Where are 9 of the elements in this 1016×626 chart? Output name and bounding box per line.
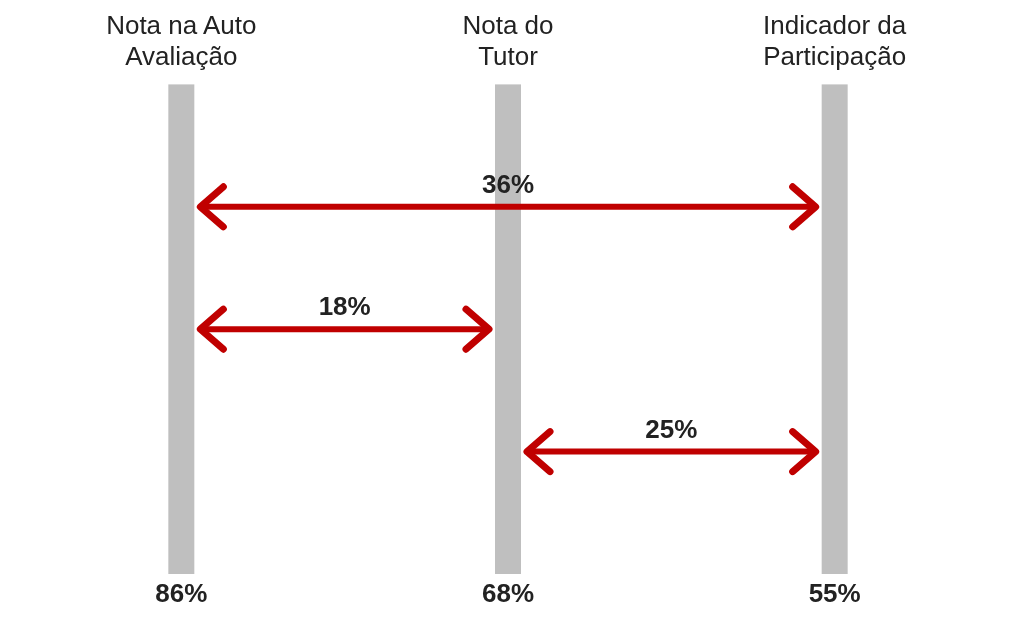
category-label: Nota do Tutor <box>462 9 554 71</box>
text: 18% <box>318 291 371 322</box>
text: 25% <box>645 413 698 444</box>
category-label: Indicador da Participação <box>763 9 907 71</box>
data-label: 86% <box>155 578 208 609</box>
data-label: 68% <box>481 578 535 609</box>
data-label: 55% <box>808 578 861 609</box>
text: 36% <box>481 168 535 199</box>
category-label: Nota na Auto Avaliação <box>106 9 257 71</box>
